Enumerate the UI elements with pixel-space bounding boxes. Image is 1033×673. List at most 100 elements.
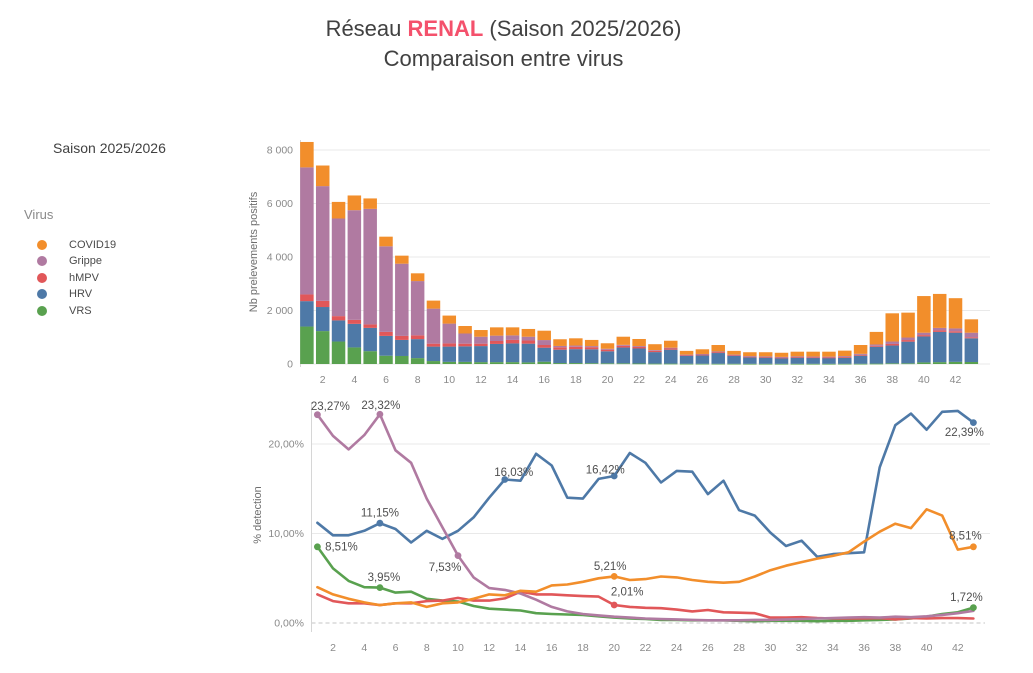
- title-line1: Réseau RENAL (Saison 2025/2026): [0, 14, 1007, 44]
- detection-line-hmpv[interactable]: [316, 590, 975, 621]
- legend-item-grippe[interactable]: Grippe: [37, 255, 116, 267]
- annotation-label: 8,51%: [949, 530, 982, 542]
- bar-stack-week-7[interactable]: [395, 255, 409, 365]
- legend-item-label: VRS: [69, 304, 92, 317]
- title-prefix: Réseau: [325, 16, 408, 41]
- annotation-label: 3,95%: [368, 572, 401, 584]
- svg-text:10: 10: [452, 642, 464, 654]
- svg-text:26: 26: [702, 642, 714, 654]
- detection-line-hrv[interactable]: [316, 409, 975, 559]
- dashboard-title: Réseau RENAL (Saison 2025/2026) Comparai…: [0, 14, 1007, 74]
- bar-stack-week-23[interactable]: [648, 344, 662, 365]
- bar-stack-week-13[interactable]: [489, 327, 504, 364]
- bar-stack-week-26[interactable]: [695, 349, 710, 365]
- legend-item-label: hMPV: [69, 271, 99, 284]
- svg-text:12: 12: [475, 374, 487, 386]
- svg-text:12: 12: [483, 642, 495, 654]
- bar-stack-week-32[interactable]: [790, 351, 805, 365]
- bar-stack-week-2[interactable]: [315, 165, 330, 364]
- svg-text:20,00%: 20,00%: [268, 439, 304, 451]
- svg-text:6 000: 6 000: [267, 198, 293, 210]
- bar-stack-week-14[interactable]: [505, 327, 520, 364]
- svg-text:16: 16: [546, 642, 558, 654]
- svg-text:38: 38: [889, 642, 901, 654]
- bar-stack-week-15[interactable]: [521, 328, 536, 364]
- marker-grippe-w10: [454, 552, 462, 559]
- svg-text:24: 24: [665, 374, 677, 386]
- positives-bar-chart[interactable]: 0 2 000 4 000 6 000 8 000 Nb prelevements pos…: [248, 140, 990, 386]
- svg-text:42: 42: [950, 374, 962, 386]
- bar-stack-week-18[interactable]: [569, 338, 583, 364]
- bar-stack-week-34[interactable]: [822, 351, 836, 365]
- svg-text:36: 36: [855, 374, 867, 386]
- marker-hrv-w5: [376, 519, 384, 527]
- bar-stack-week-21[interactable]: [616, 336, 631, 365]
- detection-line-vrs[interactable]: [316, 545, 975, 623]
- bar-stack-week-9[interactable]: [426, 300, 441, 364]
- svg-text:22: 22: [633, 374, 645, 386]
- svg-text:10,00%: 10,00%: [268, 528, 304, 540]
- svg-text:4 000: 4 000: [267, 252, 293, 264]
- bar-stack-week-24[interactable]: [664, 340, 678, 365]
- svg-text:42: 42: [952, 642, 964, 654]
- bar-stack-week-10[interactable]: [442, 315, 457, 364]
- bar-stack-week-16[interactable]: [537, 330, 551, 364]
- bar-stack-week-42[interactable]: [948, 298, 963, 364]
- detection-line-covid19[interactable]: [316, 507, 975, 609]
- marker-vrs-w1: [314, 543, 321, 551]
- bar-stack-week-36[interactable]: [853, 345, 868, 365]
- bar-stack-week-31[interactable]: [774, 352, 789, 365]
- bar-stack-week-27[interactable]: [711, 345, 725, 365]
- bar-stack-week-12[interactable]: [474, 330, 488, 364]
- bar-stack-week-11[interactable]: [458, 326, 472, 364]
- bar-stack-week-41[interactable]: [932, 293, 947, 364]
- dashboard-subtitle: Comparaison entre virus: [383, 46, 624, 71]
- bar-stack-week-37[interactable]: [869, 331, 884, 365]
- svg-text:18: 18: [570, 374, 582, 386]
- bar-stack-week-33[interactable]: [806, 351, 820, 365]
- annotation-label: 2,01%: [611, 587, 644, 599]
- svg-text:2: 2: [320, 374, 326, 386]
- marker-covid19-w43: [970, 543, 977, 551]
- title-suffix: (Saison 2025/2026): [483, 16, 682, 41]
- bar-stack-week-43[interactable]: [964, 319, 979, 364]
- svg-text:16: 16: [538, 374, 550, 386]
- bar-stack-week-17[interactable]: [553, 339, 567, 364]
- svg-text:34: 34: [823, 374, 835, 386]
- bar-stack-week-6[interactable]: [379, 236, 393, 364]
- svg-text:30: 30: [760, 374, 772, 386]
- bar-stack-week-38[interactable]: [885, 313, 899, 365]
- bar-stack-week-1[interactable]: [300, 141, 314, 364]
- svg-text:4: 4: [361, 642, 367, 654]
- marker-covid19-w20: [610, 573, 618, 580]
- svg-text:34: 34: [827, 642, 839, 654]
- svg-text:20: 20: [602, 374, 614, 386]
- legend-item-vrs[interactable]: VRS: [37, 304, 116, 317]
- bar-stack-week-4[interactable]: [347, 195, 362, 365]
- bar-stack-week-28[interactable]: [727, 350, 741, 365]
- bar-stack-week-35[interactable]: [838, 350, 852, 365]
- bar-stack-week-22[interactable]: [632, 338, 646, 365]
- svg-text:18: 18: [577, 642, 589, 654]
- legend-item-label: Grippe: [69, 255, 103, 267]
- svg-text:10: 10: [443, 374, 455, 386]
- legend-item-covid19[interactable]: COVID19: [37, 239, 116, 251]
- legend-item-hrv[interactable]: HRV: [37, 288, 116, 300]
- bar-stack-week-30[interactable]: [758, 352, 773, 365]
- bar-stack-week-20[interactable]: [600, 343, 615, 365]
- detection-line-grippe[interactable]: [316, 412, 975, 622]
- svg-text:6: 6: [383, 374, 389, 386]
- svg-text:4: 4: [351, 374, 357, 386]
- legend-item-hmpv[interactable]: hMPV: [37, 271, 116, 284]
- bar-stack-week-25[interactable]: [679, 350, 694, 365]
- bar-stack-week-40[interactable]: [917, 296, 931, 364]
- bar-stack-week-19[interactable]: [584, 339, 599, 364]
- bar-stack-week-5[interactable]: [363, 198, 377, 364]
- bar-stack-week-29[interactable]: [743, 352, 757, 365]
- bar-stack-week-8[interactable]: [410, 273, 425, 364]
- bar-stack-week-3[interactable]: [331, 201, 346, 364]
- legend-dot-icon: [37, 256, 47, 266]
- bar-stack-week-39[interactable]: [901, 312, 915, 365]
